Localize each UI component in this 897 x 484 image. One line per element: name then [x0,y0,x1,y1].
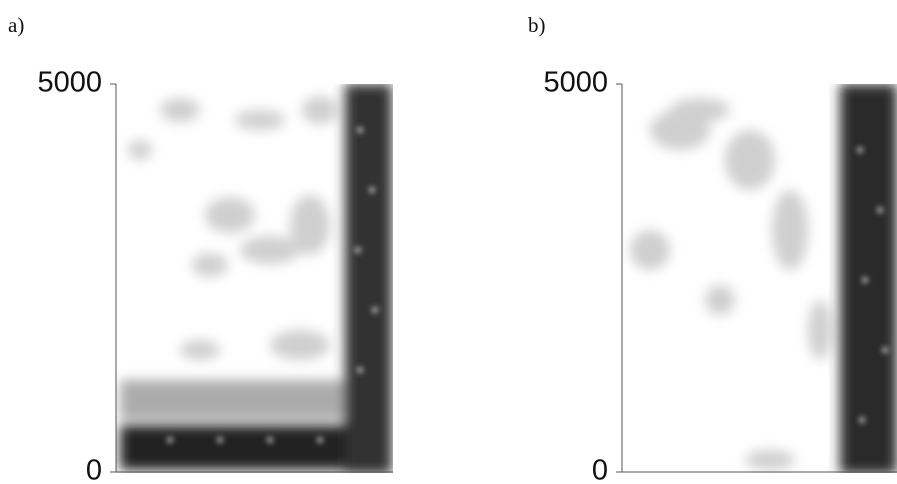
y-tick-label: 0 [592,455,608,484]
y-tick-label: 5000 [543,67,608,99]
y-tick-label: 0 [86,455,102,484]
heatmap-image [120,84,392,473]
heatmap-image [630,84,897,473]
panel-label: a) [8,13,24,37]
y-tick-label: 5000 [37,67,102,99]
panel-label: b) [528,13,546,37]
